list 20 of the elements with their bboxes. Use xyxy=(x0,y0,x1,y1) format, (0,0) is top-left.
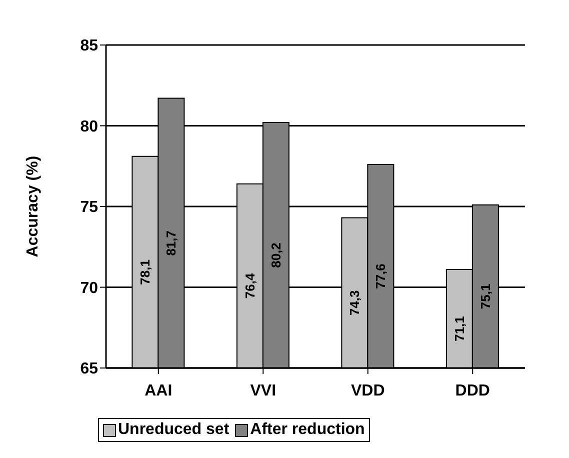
data-label: 71,1 xyxy=(452,316,467,342)
data-label: 77,6 xyxy=(373,264,388,289)
legend-label: After reduction xyxy=(249,421,365,439)
y-tick-label: 75 xyxy=(80,199,98,216)
data-label: 78,1 xyxy=(138,260,153,285)
x-tick-label: AAI xyxy=(144,382,172,400)
y-tick-label: 70 xyxy=(80,280,98,297)
data-label: 80,2 xyxy=(268,242,284,268)
y-tick-label: 85 xyxy=(80,38,98,55)
y-tick-label: 80 xyxy=(80,118,98,136)
legend-label: Unreduced set xyxy=(117,421,230,439)
data-label: 75,1 xyxy=(478,284,493,310)
data-label: 74,3 xyxy=(347,290,362,316)
data-label: 81,7 xyxy=(164,230,179,256)
x-tick-label: VVI xyxy=(250,382,276,400)
y-axis-title: Accuracy (%) xyxy=(24,156,42,258)
x-tick-label: DDD xyxy=(455,382,490,400)
y-tick-label: 65 xyxy=(80,360,98,378)
data-label: 76,4 xyxy=(242,272,258,299)
x-tick-label: VDD xyxy=(350,382,385,400)
